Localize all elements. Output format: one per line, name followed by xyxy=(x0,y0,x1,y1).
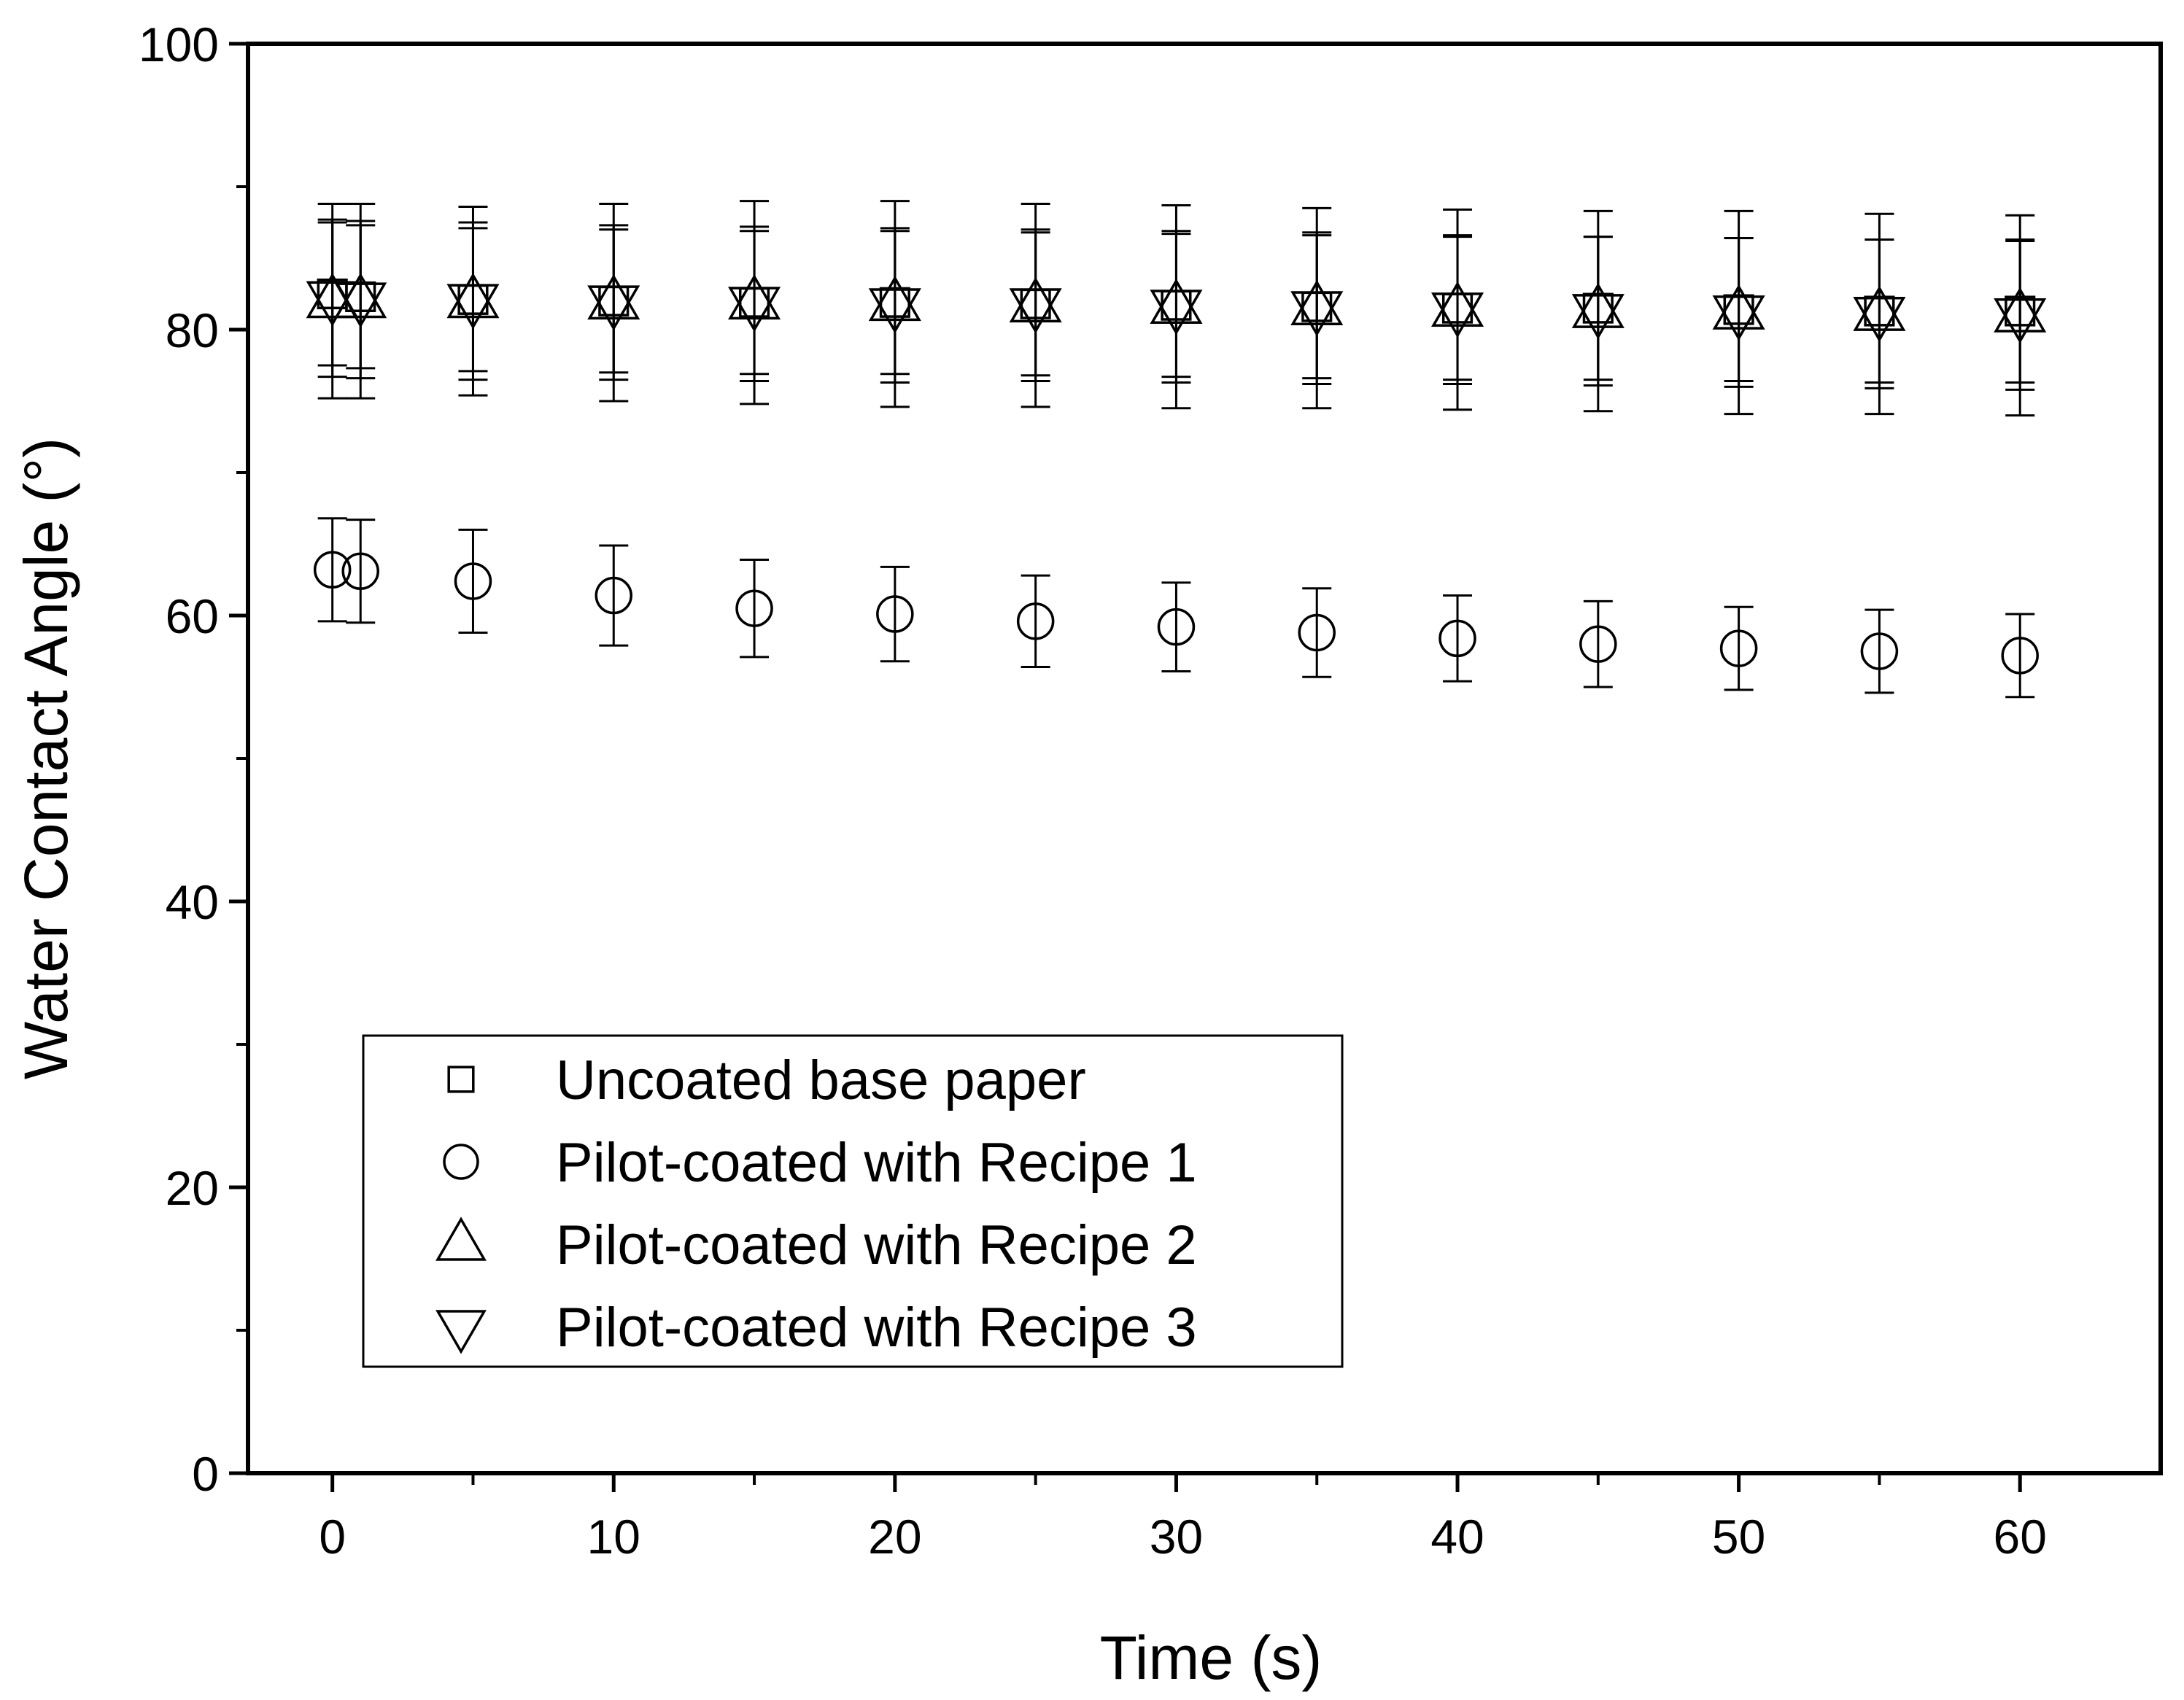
x-tick-label-5: 50 xyxy=(1712,1510,1765,1564)
point-3-11 xyxy=(1712,295,1765,341)
legend-marker-1 xyxy=(443,1144,479,1180)
point-3-3 xyxy=(587,285,640,331)
point-1-11 xyxy=(1719,629,1758,667)
point-1-8 xyxy=(1298,613,1336,652)
point-3-7 xyxy=(1150,290,1203,335)
point-3-5 xyxy=(868,288,921,334)
point-3-13 xyxy=(1994,298,2047,344)
point-1-4 xyxy=(735,589,773,627)
legend-marker-0 xyxy=(447,1066,475,1093)
y-tick-label-1: 20 xyxy=(166,1161,219,1215)
y-tick-label-0: 0 xyxy=(192,1447,219,1501)
axis-ticks: 0 10 20 30 40 50 60 0 20 40 60 80 100 xyxy=(139,18,2047,1564)
legend-label-2: Pilot-coated with Recipe 2 xyxy=(556,1214,1197,1276)
y-tick-label-3: 60 xyxy=(166,589,219,643)
point-1-9 xyxy=(1438,619,1476,658)
legend-label-1: Pilot-coated with Recipe 1 xyxy=(556,1132,1197,1194)
point-1-12 xyxy=(1860,632,1899,670)
point-1-5 xyxy=(876,595,914,633)
legend: Uncoated base paper Pilot-coated with Rec… xyxy=(362,1034,1344,1368)
point-1-3 xyxy=(595,576,633,615)
point-3-9 xyxy=(1430,292,1484,338)
legend-marker-2 xyxy=(435,1216,487,1261)
legend-label-0: Uncoated base paper xyxy=(556,1049,1086,1111)
point-3-2 xyxy=(446,284,500,330)
point-3-4 xyxy=(728,287,781,333)
point-1-10 xyxy=(1579,625,1617,663)
point-3-6 xyxy=(1009,288,1062,334)
point-3-12 xyxy=(1853,297,1906,343)
point-1-1 xyxy=(341,552,379,590)
point-1-6 xyxy=(1016,602,1055,640)
point-1-7 xyxy=(1157,608,1196,646)
point-1-2 xyxy=(454,562,492,600)
series-1 xyxy=(313,517,2039,699)
point-1-13 xyxy=(2001,637,2039,675)
point-3-8 xyxy=(1290,291,1344,337)
point-3-1 xyxy=(334,282,387,328)
x-tick-label-3: 30 xyxy=(1150,1510,1203,1564)
data-layer xyxy=(306,200,2047,699)
x-tick-label-6: 60 xyxy=(1993,1510,2046,1564)
legend-marker-3 xyxy=(435,1310,487,1354)
x-tick-label-2: 20 xyxy=(868,1510,921,1564)
legend-box xyxy=(362,1034,1344,1368)
y-tick-label-2: 40 xyxy=(166,875,219,929)
x-tick-label-0: 0 xyxy=(319,1510,346,1564)
x-tick-label-4: 40 xyxy=(1430,1510,1484,1564)
series-3 xyxy=(306,218,2047,391)
point-3-10 xyxy=(1571,294,1625,340)
y-tick-label-5: 100 xyxy=(139,18,219,71)
y-axis-title: Water Contact Angle (°) xyxy=(12,438,80,1079)
legend-items: Uncoated base paper Pilot-coated with Rec… xyxy=(435,1049,1197,1359)
legend-label-3: Pilot-coated with Recipe 3 xyxy=(556,1297,1197,1359)
point-1-0 xyxy=(313,551,352,589)
point-3-0 xyxy=(306,281,359,327)
x-tick-label-1: 10 xyxy=(587,1510,640,1564)
x-axis-title: Time (s) xyxy=(1100,1623,1323,1692)
y-tick-label-4: 80 xyxy=(166,303,219,357)
